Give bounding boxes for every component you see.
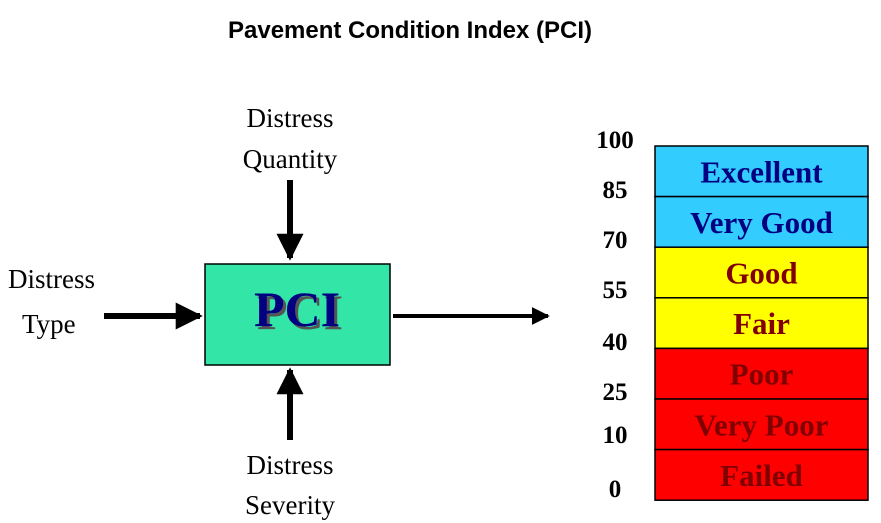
scale-tick: 70 bbox=[603, 227, 628, 254]
input-label: Type bbox=[22, 309, 76, 339]
scale-tick: 40 bbox=[603, 329, 628, 356]
band-label: Fair bbox=[733, 306, 790, 341]
scale-band bbox=[654, 297, 869, 350]
scale-tick: 100 bbox=[596, 127, 634, 154]
input-label: Distress bbox=[247, 450, 334, 480]
scale-band bbox=[654, 195, 869, 248]
pci-box bbox=[204, 263, 391, 366]
input-label: Distress bbox=[247, 103, 334, 133]
input-label: Distress bbox=[8, 264, 95, 294]
band-label: Poor bbox=[730, 357, 794, 392]
band-label: Very Good bbox=[690, 205, 833, 240]
scale-band bbox=[654, 347, 869, 400]
pci-label: PCI bbox=[254, 281, 340, 337]
title: Pavement Condition Index (PCI) bbox=[228, 17, 592, 44]
scale: Excellent Very Good Good Fair Poor Very Poor F… bbox=[596, 127, 869, 503]
band-label: Failed bbox=[720, 458, 803, 493]
scale-tick: 25 bbox=[603, 379, 628, 406]
scale-tick: 10 bbox=[603, 422, 628, 449]
pci-shadow: PCI bbox=[257, 284, 343, 340]
scale-tick: 0 bbox=[609, 476, 622, 503]
input-label: Severity bbox=[245, 490, 335, 520]
scale-band bbox=[654, 448, 869, 501]
scale-tick: 55 bbox=[603, 277, 628, 304]
scale-band bbox=[654, 145, 869, 198]
input-label: Quantity bbox=[243, 144, 338, 174]
scale-tick: 85 bbox=[603, 177, 628, 204]
band-label: Very Poor bbox=[694, 407, 828, 442]
band-label: Excellent bbox=[700, 154, 823, 189]
scale-band bbox=[654, 246, 869, 299]
band-label: Good bbox=[725, 256, 797, 291]
scale-band bbox=[654, 398, 869, 451]
